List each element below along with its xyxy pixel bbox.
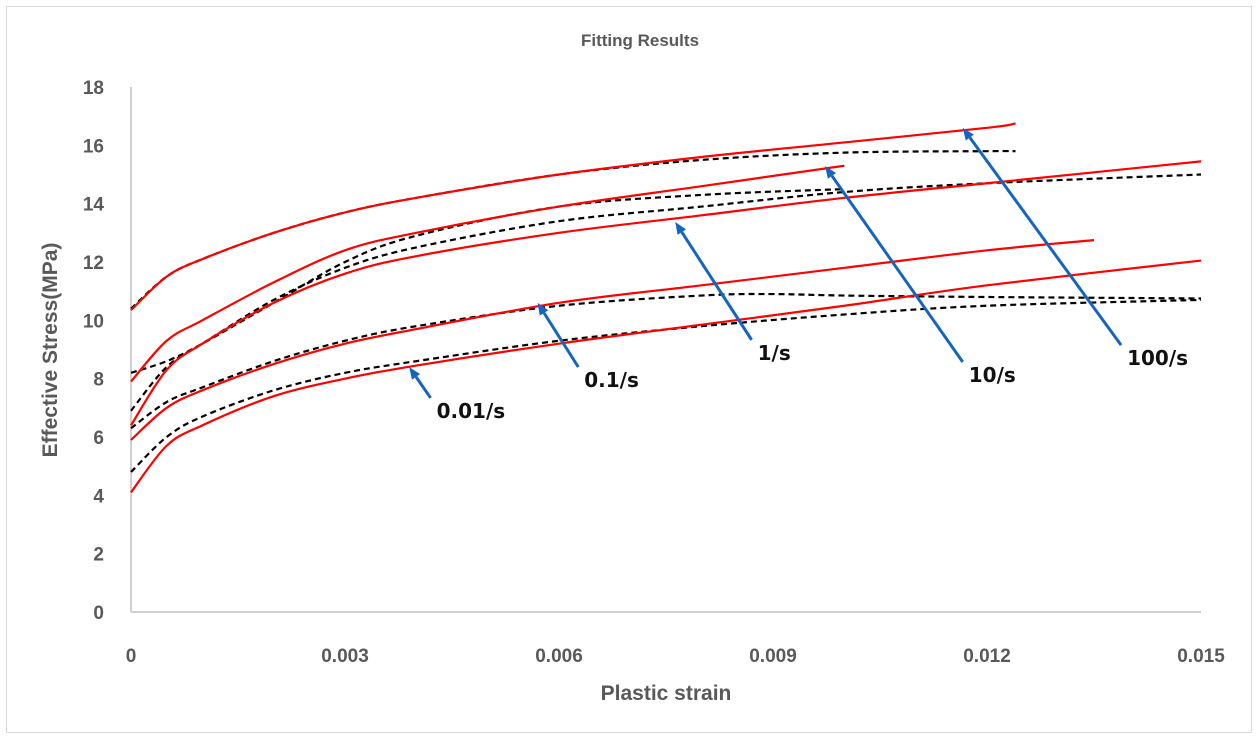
annotation-arrow bbox=[542, 312, 580, 368]
arrow-head-icon bbox=[409, 367, 421, 380]
annotation-label: 10/s bbox=[969, 363, 1016, 387]
x-axis-label: Plastic strain bbox=[601, 682, 732, 705]
annotation-arrow bbox=[968, 136, 1123, 347]
x-tick-label: 0.003 bbox=[321, 646, 369, 667]
y-tick-label: 14 bbox=[83, 195, 105, 216]
y-tick-label: 16 bbox=[83, 136, 104, 157]
y-tick-label: 12 bbox=[83, 253, 104, 274]
chart-title: Fitting Results bbox=[581, 31, 699, 50]
chart-frame bbox=[6, 6, 1252, 733]
y-tick-label: 0 bbox=[93, 603, 104, 624]
x-tick-label: 0.015 bbox=[1177, 646, 1225, 667]
fit-line-0_01-per-s bbox=[130, 259, 1202, 494]
x-tick-label: 0 bbox=[126, 646, 137, 667]
fit-line-100-per-s bbox=[130, 122, 1016, 311]
x-tick-label: 0.009 bbox=[749, 646, 797, 667]
y-tick-label: 10 bbox=[83, 311, 104, 332]
y-tick-label: 8 bbox=[93, 370, 104, 391]
fit-line-10-per-s bbox=[130, 164, 845, 383]
experiment-line-0_1-per-s bbox=[130, 292, 1202, 430]
fit-line-1-per-s bbox=[130, 160, 1202, 426]
y-tick-label: 6 bbox=[93, 428, 104, 449]
x-tick-label: 0.006 bbox=[535, 646, 583, 667]
arrow-head-icon bbox=[537, 302, 549, 316]
annotation-label: 0.1/s bbox=[584, 368, 639, 392]
y-tick-label: 2 bbox=[93, 545, 104, 566]
y-axis-label: Effective Stress(MPa) bbox=[39, 243, 62, 458]
experiment-line-0_01-per-s bbox=[130, 298, 1202, 473]
arrow-head-icon bbox=[962, 127, 974, 141]
annotation-label: 100/s bbox=[1127, 346, 1188, 370]
annotation-arrow bbox=[680, 231, 753, 341]
x-tick-label: 0.012 bbox=[963, 646, 1011, 667]
arrow-head-icon bbox=[825, 166, 837, 179]
fit-line-0_1-per-s bbox=[130, 239, 1095, 441]
y-tick-label: 18 bbox=[83, 78, 104, 99]
annotation-label: 1/s bbox=[758, 341, 791, 365]
annotation-label: 0.01/s bbox=[437, 399, 506, 423]
arrow-head-icon bbox=[675, 222, 686, 235]
y-tick-label: 4 bbox=[93, 486, 104, 507]
annotation-arrow bbox=[830, 174, 964, 363]
annotation-arrow bbox=[414, 376, 432, 399]
